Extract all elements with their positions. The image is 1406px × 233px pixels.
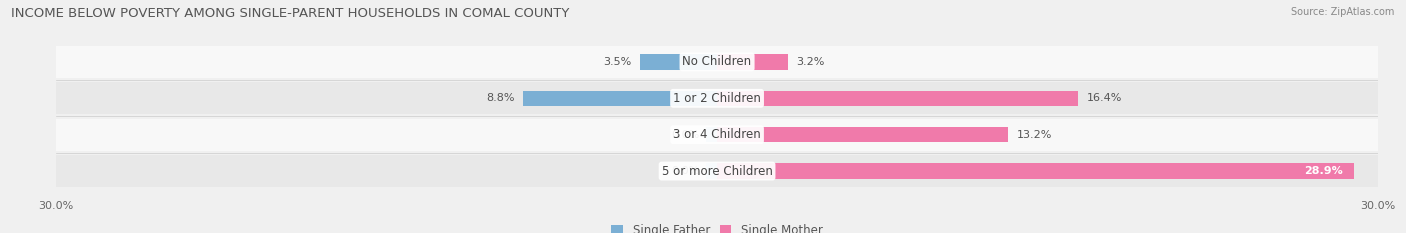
- Bar: [56, 155, 1378, 187]
- Bar: [717, 163, 1354, 179]
- Text: 3.5%: 3.5%: [603, 57, 631, 67]
- Bar: [523, 91, 717, 106]
- Text: 5 or more Children: 5 or more Children: [662, 164, 772, 178]
- Text: 0.0%: 0.0%: [671, 166, 699, 176]
- Text: 13.2%: 13.2%: [1017, 130, 1052, 140]
- Bar: [717, 127, 1008, 142]
- Bar: [706, 127, 717, 142]
- Bar: [56, 119, 1378, 151]
- Text: 8.8%: 8.8%: [486, 93, 515, 103]
- Text: 16.4%: 16.4%: [1087, 93, 1122, 103]
- Bar: [717, 54, 787, 70]
- Text: 0.0%: 0.0%: [671, 130, 699, 140]
- Legend: Single Father, Single Mother: Single Father, Single Mother: [607, 219, 827, 233]
- Text: 1 or 2 Children: 1 or 2 Children: [673, 92, 761, 105]
- Text: 3.2%: 3.2%: [796, 57, 825, 67]
- Bar: [56, 82, 1378, 114]
- Text: Source: ZipAtlas.com: Source: ZipAtlas.com: [1291, 7, 1395, 17]
- Bar: [640, 54, 717, 70]
- Text: No Children: No Children: [682, 55, 752, 69]
- Text: INCOME BELOW POVERTY AMONG SINGLE-PARENT HOUSEHOLDS IN COMAL COUNTY: INCOME BELOW POVERTY AMONG SINGLE-PARENT…: [11, 7, 569, 20]
- Bar: [56, 46, 1378, 78]
- Text: 28.9%: 28.9%: [1303, 166, 1343, 176]
- Bar: [717, 91, 1078, 106]
- Bar: [706, 163, 717, 179]
- Text: 3 or 4 Children: 3 or 4 Children: [673, 128, 761, 141]
